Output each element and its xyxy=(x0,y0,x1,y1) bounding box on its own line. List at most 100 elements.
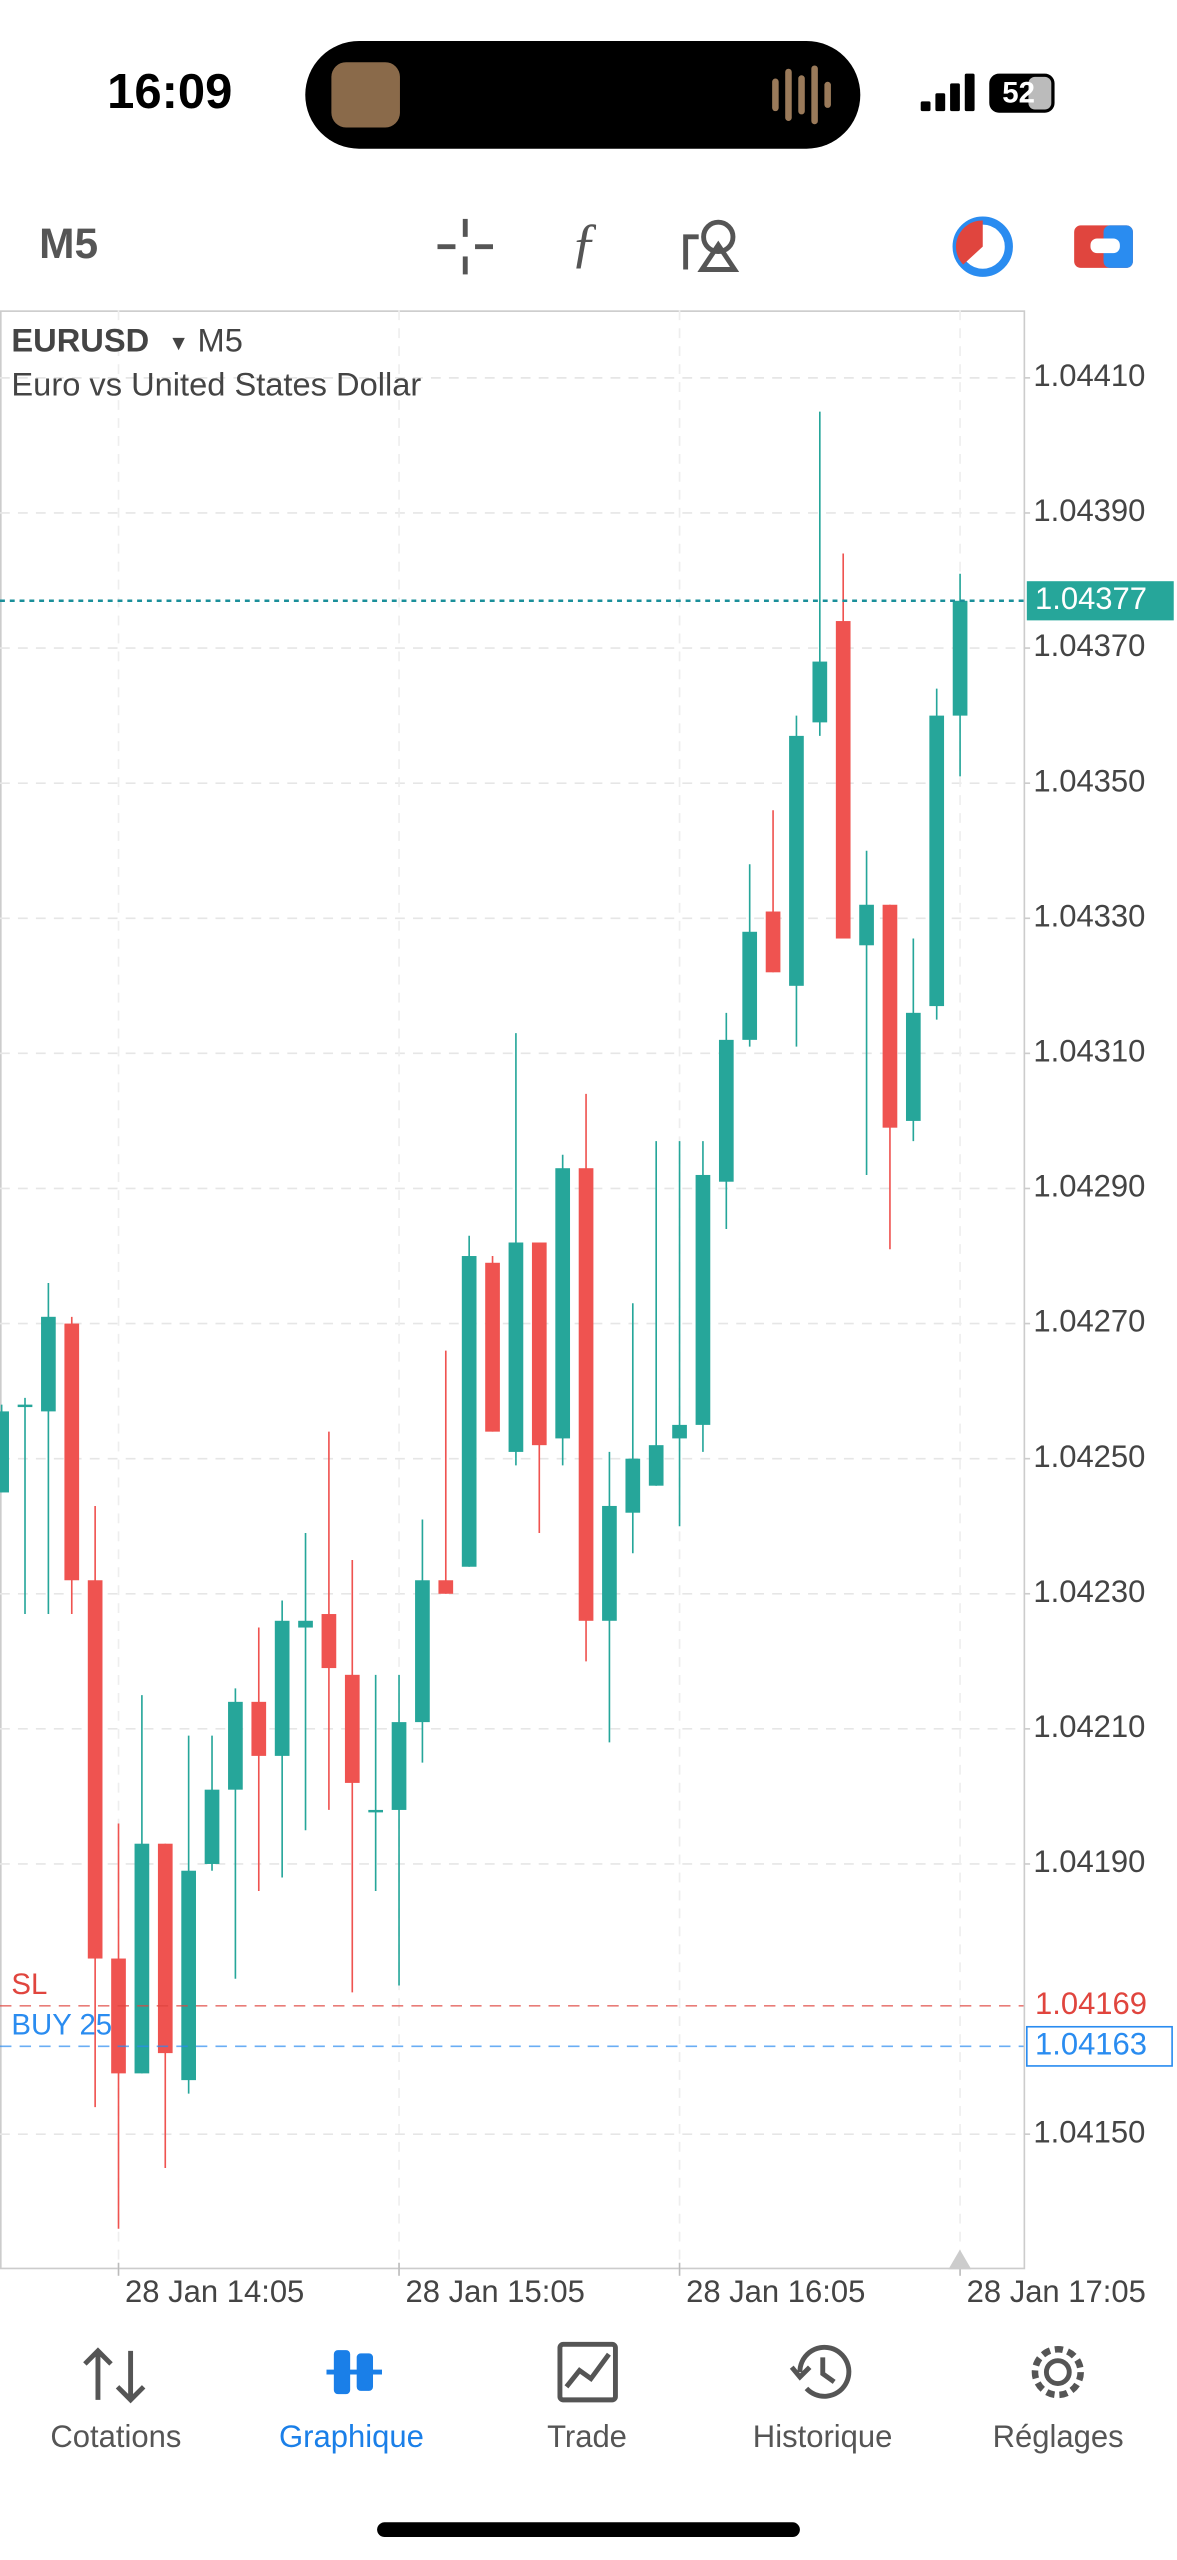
nav-item[interactable]: Cotations xyxy=(50,2347,181,2454)
candle-body xyxy=(742,931,758,1040)
nav-item[interactable]: Trade xyxy=(547,2341,627,2454)
candle-body xyxy=(181,1870,196,2081)
nav-icon xyxy=(789,2344,852,2399)
candle-body xyxy=(17,1404,33,1408)
nav-label: Historique xyxy=(753,2419,893,2454)
candle-body xyxy=(765,911,781,973)
candle-body xyxy=(812,661,828,723)
candle-body xyxy=(298,1620,313,1628)
nav-label: Cotations xyxy=(50,2419,181,2454)
crosshair-icon[interactable] xyxy=(437,218,494,275)
indicators-icon[interactable]: ƒ xyxy=(571,213,599,274)
candle-body xyxy=(859,904,874,946)
nav-item[interactable]: Graphique xyxy=(279,2350,424,2454)
order-price-box xyxy=(1025,2025,1173,2067)
chart-timeframe: M5 xyxy=(198,322,243,359)
candle-body xyxy=(461,1256,477,1567)
bottom-nav: Cotations Graphique Trade Historique Réglage… xyxy=(50,2341,1124,2454)
nav-icon xyxy=(83,2347,146,2404)
candle-body xyxy=(555,1168,571,1439)
y-tick-label: 1.04310 xyxy=(1033,1034,1145,1069)
order-price-label: 1.04163 xyxy=(1035,2027,1147,2062)
nav-icon xyxy=(1031,2345,1084,2399)
trade-icon[interactable] xyxy=(952,216,1013,277)
candle-body xyxy=(415,1580,430,1723)
album-art xyxy=(331,62,400,128)
candle-body xyxy=(204,1789,220,1864)
candle-body xyxy=(602,1505,617,1621)
nav-label: Trade xyxy=(547,2419,627,2454)
candle-body xyxy=(87,1580,103,1959)
objects-icon[interactable] xyxy=(683,219,740,272)
nav-label: Graphique xyxy=(279,2419,424,2454)
y-tick-label: 1.04250 xyxy=(1033,1439,1145,1474)
candle-body xyxy=(438,1580,454,1594)
candle-body xyxy=(789,735,804,986)
candle-body xyxy=(952,600,968,716)
y-tick-label: 1.04210 xyxy=(1033,1709,1145,1744)
y-tick-label: 1.04370 xyxy=(1033,628,1145,663)
status-time: 16:09 xyxy=(107,65,232,119)
candle-body xyxy=(929,715,945,1007)
candle-body xyxy=(111,1958,126,2074)
y-tick-label: 1.04290 xyxy=(1033,1169,1145,1204)
order-label: BUY 25 xyxy=(11,2009,112,2042)
candle-body xyxy=(157,1843,173,2054)
candle-body xyxy=(391,1722,407,1810)
timeframe-button[interactable]: M5 xyxy=(39,220,98,267)
home-indicator xyxy=(377,2522,800,2537)
account-icon[interactable] xyxy=(1074,225,1133,268)
x-tick-label: 28 Jan 14:05 xyxy=(125,2274,304,2309)
y-tick-label: 1.04410 xyxy=(1033,358,1145,393)
x-tick-label: 28 Jan 15:05 xyxy=(406,2274,585,2309)
candle-body xyxy=(578,1168,594,1621)
audio-wave xyxy=(772,65,831,125)
candle-body xyxy=(882,904,898,1128)
symbol-dropdown[interactable]: ▼ xyxy=(168,332,189,355)
candle-body xyxy=(134,1843,150,2074)
y-tick-label: 1.04230 xyxy=(1033,1574,1145,1609)
symbol-description: Euro vs United States Dollar xyxy=(11,366,421,403)
chart-frame xyxy=(0,310,1026,2270)
scroll-marker xyxy=(948,2249,972,2270)
nav-item[interactable]: Réglages xyxy=(993,2345,1124,2454)
y-tick-label: 1.04390 xyxy=(1033,493,1145,528)
nav-icon xyxy=(326,2350,382,2395)
symbol: EURUSD xyxy=(11,322,149,359)
y-tick-label: 1.04150 xyxy=(1033,2114,1145,2149)
candle-body xyxy=(648,1445,664,1486)
candle-body xyxy=(905,1012,921,1121)
candle-body xyxy=(695,1174,711,1425)
candle-body xyxy=(41,1316,56,1412)
current-price-badge xyxy=(1026,581,1174,621)
candle-body xyxy=(718,1039,734,1182)
candle-body xyxy=(625,1458,641,1513)
nav-label: Réglages xyxy=(993,2419,1124,2454)
candle-body xyxy=(672,1424,687,1439)
order-label: SL xyxy=(11,1968,47,2001)
current-price-label: 1.04377 xyxy=(1035,581,1147,616)
candle-body xyxy=(835,621,851,939)
candle-body xyxy=(274,1620,290,1756)
candle-body xyxy=(485,1262,500,1432)
nav-icon xyxy=(557,2341,618,2403)
candle-body xyxy=(508,1242,524,1452)
nav-item[interactable]: Historique xyxy=(753,2344,893,2454)
candle-body xyxy=(321,1614,337,1669)
x-tick-label: 28 Jan 17:05 xyxy=(967,2274,1146,2309)
candle-body xyxy=(531,1242,547,1446)
y-tick-label: 1.04330 xyxy=(1033,898,1145,933)
order-price-label: 1.04169 xyxy=(1035,1986,1147,2021)
y-tick-label: 1.04270 xyxy=(1033,1304,1145,1339)
battery-level: 52 xyxy=(1002,77,1035,110)
candle-body xyxy=(368,1809,384,1813)
y-tick-label: 1.04350 xyxy=(1033,763,1145,798)
plot xyxy=(0,310,1031,2276)
signal xyxy=(920,73,975,112)
x-tick-label: 28 Jan 16:05 xyxy=(686,2274,865,2309)
dynamic-island xyxy=(305,40,861,149)
candle-body xyxy=(251,1701,267,1756)
candle-body xyxy=(344,1674,360,1783)
